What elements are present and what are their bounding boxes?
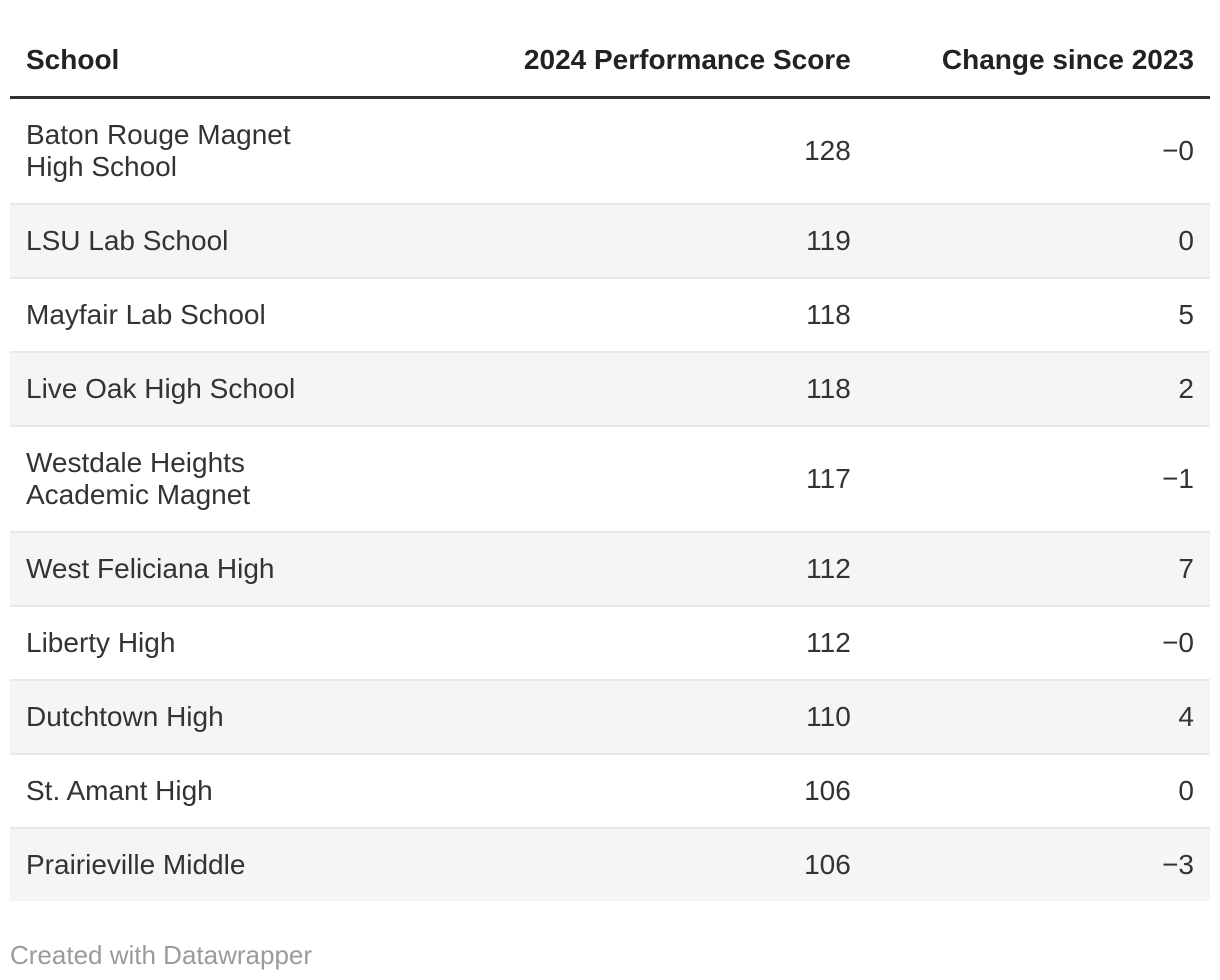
column-header-school: School	[10, 34, 343, 99]
cell-score: 106	[804, 849, 851, 880]
column-header-performance-score: 2024 Performance Score	[342, 34, 867, 99]
cell-change: 2	[1178, 373, 1194, 404]
table-row: Baton Rouge Magnet High School 128 −0	[10, 98, 1210, 205]
cell-school: Baton Rouge Magnet High School	[26, 119, 291, 182]
column-header-change-since-2023: Change since 2023	[866, 34, 1210, 99]
cell-change: 4	[1178, 701, 1194, 732]
table-row: Westdale Heights Academic Magnet 117 −1	[10, 426, 1210, 532]
cell-school: Westdale Heights Academic Magnet	[26, 447, 251, 510]
cell-school: Prairieville Middle	[26, 849, 246, 880]
table-row: LSU Lab School 119 0	[10, 204, 1210, 278]
cell-school: St. Amant High	[26, 775, 213, 806]
table-header-row: School 2024 Performance Score Change sin…	[10, 34, 1210, 99]
cell-change: −3	[1162, 849, 1194, 880]
cell-score: 112	[806, 553, 851, 584]
cell-change: 7	[1178, 553, 1194, 584]
cell-school: LSU Lab School	[26, 225, 229, 256]
cell-score: 110	[806, 701, 851, 732]
cell-score: 118	[806, 373, 851, 404]
table-row: St. Amant High 106 0	[10, 754, 1210, 828]
cell-change: −1	[1162, 463, 1194, 494]
cell-change: −0	[1162, 135, 1194, 166]
cell-score: 119	[806, 225, 851, 256]
attribution-footer: Created with Datawrapper	[10, 939, 1210, 971]
cell-school: Live Oak High School	[26, 373, 296, 404]
cell-change: −0	[1162, 627, 1194, 658]
table-row: Prairieville Middle 106 −3	[10, 828, 1210, 901]
cell-change: 0	[1178, 775, 1194, 806]
cell-change: 0	[1178, 225, 1194, 256]
table-row: Mayfair Lab School 118 5	[10, 278, 1210, 352]
cell-score: 112	[806, 627, 851, 658]
cell-school: Mayfair Lab School	[26, 299, 266, 330]
cell-score: 118	[806, 299, 851, 330]
cell-school: West Feliciana High	[26, 553, 275, 584]
cell-change: 5	[1178, 299, 1194, 330]
table-body: Baton Rouge Magnet High School 128 −0 LSU L…	[10, 98, 1210, 901]
schools-performance-table: School 2024 Performance Score Change sin…	[10, 34, 1210, 901]
cell-score: 128	[804, 135, 851, 166]
table-row: Live Oak High School 118 2	[10, 352, 1210, 426]
cell-school: Liberty High	[26, 627, 176, 658]
table-row: Dutchtown High 110 4	[10, 680, 1210, 754]
table-row: West Feliciana High 112 7	[10, 532, 1210, 606]
table-row: Liberty High 112 −0	[10, 606, 1210, 680]
cell-score: 117	[806, 463, 851, 494]
cell-score: 106	[804, 775, 851, 806]
cell-school: Dutchtown High	[26, 701, 224, 732]
attribution-link[interactable]: Created with Datawrapper	[10, 940, 313, 970]
